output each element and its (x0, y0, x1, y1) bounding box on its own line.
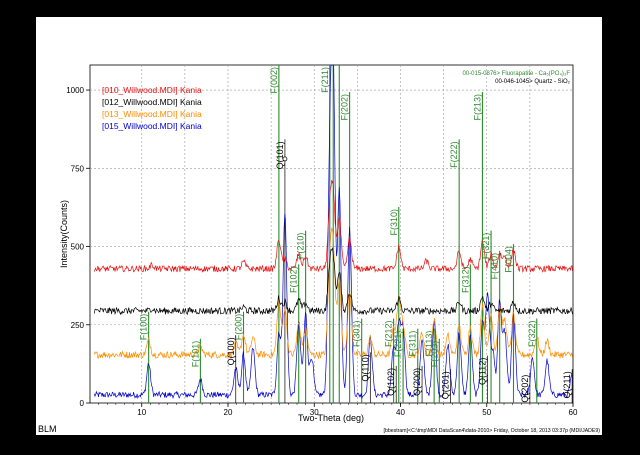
series-line (93, 180, 573, 274)
legend-entry: [012_Willwood.MDI] Kania (102, 97, 202, 107)
peak-label: Q(100) (226, 337, 236, 365)
peak-label: F(210) (296, 233, 306, 260)
axis-ticks: 10 20 30 40 50 60 0 250 500 750 1000 (66, 86, 578, 417)
y-tick-label: 1000 (66, 86, 84, 95)
peak-label: Q(102) (386, 368, 396, 396)
x-tick-label: 40 (396, 408, 405, 417)
peak-label: F(004) (503, 246, 513, 273)
legend: [010_Willwood.MDI] Kania [012_Willwood.MD… (102, 85, 202, 131)
peak-label: Q(202) (520, 375, 530, 403)
reference-legend-entry: 00-046-1045> Quartz - SiO₂ (495, 79, 571, 85)
peak-label: F(101) (190, 341, 200, 368)
peak-label: F(410) (490, 253, 500, 280)
peak-label: F(222) (449, 141, 459, 168)
peak-label: F(202) (340, 94, 350, 121)
peak-label: Q(101) (275, 141, 285, 169)
series-line (93, 247, 573, 316)
peak-label: F(312) (460, 266, 470, 293)
x-tick-label: 30 (310, 408, 319, 417)
plot-area (89, 64, 574, 404)
y-tick-label: 500 (71, 243, 85, 252)
x-tick-label: 10 (137, 408, 146, 417)
peak-label: F(113) (424, 331, 434, 357)
series-line (93, 64, 573, 400)
peak-label: F(221) (393, 331, 403, 358)
quartz-peak-marker (282, 156, 288, 162)
legend-entry: [010_Willwood.MDI] Kania (102, 85, 202, 95)
legend-entry: [015_Willwood.MDI] Kania (102, 121, 202, 131)
footer-left: BLM (38, 424, 57, 434)
grid-lines (90, 65, 573, 403)
peak-label: F(310) (389, 209, 399, 236)
peak-labels: F(100) F(101) F(200) F(002) F(102) F(210) F(21… (139, 67, 572, 403)
peak-label: Q(110) (360, 354, 370, 381)
x-tick-label: 50 (482, 408, 491, 417)
y-tick-label: 750 (71, 164, 85, 173)
series-line (93, 227, 573, 360)
peak-label: F(322) (527, 321, 537, 348)
peak-label: F(311) (408, 331, 418, 357)
legend-entry: [013_Willwood.MDI] Kania (102, 109, 202, 119)
x-axis-title: Two-Theta (deg) (298, 413, 364, 423)
peak-label: F(203) (429, 341, 439, 368)
series-lines (93, 64, 573, 400)
peak-label: F(100) (139, 314, 149, 341)
peak-label: Q(211) (562, 371, 572, 398)
y-tick-label: 250 (71, 321, 85, 330)
y-axis-title: Intensity(Counts) (59, 200, 69, 268)
y-tick-label: 0 (80, 399, 85, 408)
reference-peak-markers (148, 65, 573, 403)
peak-label: F(321) (481, 233, 491, 260)
x-tick-label: 60 (569, 408, 578, 417)
peak-label: F(002) (269, 67, 279, 94)
peak-label: Q(112) (478, 358, 488, 385)
reference-legend-entry: 00-015-0876> Fluorapatite - Ca₅(PO₄)₃F (462, 71, 570, 77)
peak-label: F(213) (472, 94, 482, 121)
peak-label: F(200) (234, 314, 244, 341)
peak-label: F(102) (289, 266, 299, 293)
x-tick-label: 20 (224, 408, 233, 417)
reference-legend: 00-015-0876> Fluorapatite - Ca₅(PO₄)₃F 00… (462, 71, 570, 85)
peak-label: F(301) (352, 321, 362, 348)
peak-label: F(212) (384, 321, 394, 348)
peak-label: Q(200) (412, 368, 422, 396)
footer-right: [bbestram]<C:\tmp\MDI DataScan4\data-201… (384, 428, 601, 434)
peak-label: F(211) (320, 67, 330, 93)
peak-label: Q(201) (441, 371, 451, 399)
